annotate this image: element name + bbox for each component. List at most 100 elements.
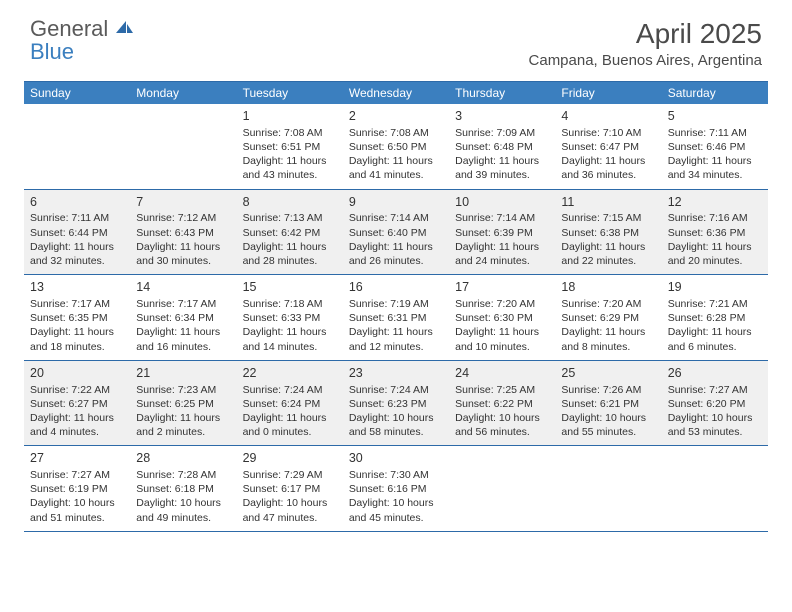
- daylight-line: Daylight: 11 hours and 10 minutes.: [455, 325, 549, 353]
- daylight-line: Daylight: 11 hours and 41 minutes.: [349, 154, 443, 182]
- day-cell: 11Sunrise: 7:15 AMSunset: 6:38 PMDayligh…: [555, 190, 661, 275]
- daylight-line: Daylight: 11 hours and 16 minutes.: [136, 325, 230, 353]
- sunrise-line: Sunrise: 7:29 AM: [243, 468, 337, 482]
- brand-part2: Blue: [30, 39, 74, 64]
- sunrise-line: Sunrise: 7:08 AM: [349, 126, 443, 140]
- daylight-line: Daylight: 11 hours and 14 minutes.: [243, 325, 337, 353]
- sunrise-line: Sunrise: 7:27 AM: [668, 383, 762, 397]
- daylight-line: Daylight: 10 hours and 51 minutes.: [30, 496, 124, 524]
- sunrise-line: Sunrise: 7:17 AM: [30, 297, 124, 311]
- sunset-line: Sunset: 6:42 PM: [243, 226, 337, 240]
- day-number: 17: [455, 279, 549, 296]
- day-cell: 13Sunrise: 7:17 AMSunset: 6:35 PMDayligh…: [24, 275, 130, 360]
- day-cell: 25Sunrise: 7:26 AMSunset: 6:21 PMDayligh…: [555, 361, 661, 446]
- sunrise-line: Sunrise: 7:14 AM: [349, 211, 443, 225]
- daylight-line: Daylight: 11 hours and 30 minutes.: [136, 240, 230, 268]
- sunset-line: Sunset: 6:46 PM: [668, 140, 762, 154]
- day-cell: 9Sunrise: 7:14 AMSunset: 6:40 PMDaylight…: [343, 190, 449, 275]
- sunset-line: Sunset: 6:23 PM: [349, 397, 443, 411]
- day-number: 2: [349, 108, 443, 125]
- daylight-line: Daylight: 11 hours and 12 minutes.: [349, 325, 443, 353]
- daylight-line: Daylight: 11 hours and 24 minutes.: [455, 240, 549, 268]
- calendar: SundayMondayTuesdayWednesdayThursdayFrid…: [24, 81, 768, 532]
- day-cell: 24Sunrise: 7:25 AMSunset: 6:22 PMDayligh…: [449, 361, 555, 446]
- day-cell: 17Sunrise: 7:20 AMSunset: 6:30 PMDayligh…: [449, 275, 555, 360]
- page-title: April 2025: [529, 18, 762, 50]
- week-row: 27Sunrise: 7:27 AMSunset: 6:19 PMDayligh…: [24, 446, 768, 532]
- daylight-line: Daylight: 11 hours and 2 minutes.: [136, 411, 230, 439]
- title-block: April 2025 Campana, Buenos Aires, Argent…: [529, 18, 762, 69]
- sunset-line: Sunset: 6:25 PM: [136, 397, 230, 411]
- sunrise-line: Sunrise: 7:21 AM: [668, 297, 762, 311]
- weekday-header: Thursday: [449, 82, 555, 104]
- daylight-line: Daylight: 11 hours and 39 minutes.: [455, 154, 549, 182]
- day-cell: 27Sunrise: 7:27 AMSunset: 6:19 PMDayligh…: [24, 446, 130, 531]
- day-number: 26: [668, 365, 762, 382]
- daylight-line: Daylight: 11 hours and 22 minutes.: [561, 240, 655, 268]
- sunrise-line: Sunrise: 7:22 AM: [30, 383, 124, 397]
- daylight-line: Daylight: 11 hours and 43 minutes.: [243, 154, 337, 182]
- day-cell: 7Sunrise: 7:12 AMSunset: 6:43 PMDaylight…: [130, 190, 236, 275]
- day-number: 5: [668, 108, 762, 125]
- day-cell: 26Sunrise: 7:27 AMSunset: 6:20 PMDayligh…: [662, 361, 768, 446]
- sunrise-line: Sunrise: 7:17 AM: [136, 297, 230, 311]
- day-cell-empty: [555, 446, 661, 531]
- sunrise-line: Sunrise: 7:10 AM: [561, 126, 655, 140]
- weekday-header: Monday: [130, 82, 236, 104]
- sunset-line: Sunset: 6:24 PM: [243, 397, 337, 411]
- day-number: 6: [30, 194, 124, 211]
- daylight-line: Daylight: 10 hours and 45 minutes.: [349, 496, 443, 524]
- weekday-header-row: SundayMondayTuesdayWednesdayThursdayFrid…: [24, 82, 768, 104]
- sunset-line: Sunset: 6:50 PM: [349, 140, 443, 154]
- weekday-header: Saturday: [662, 82, 768, 104]
- sunrise-line: Sunrise: 7:28 AM: [136, 468, 230, 482]
- day-number: 10: [455, 194, 549, 211]
- day-number: 27: [30, 450, 124, 467]
- daylight-line: Daylight: 11 hours and 28 minutes.: [243, 240, 337, 268]
- sunset-line: Sunset: 6:30 PM: [455, 311, 549, 325]
- week-row: 6Sunrise: 7:11 AMSunset: 6:44 PM Daylight…: [24, 190, 768, 276]
- sunrise-line: Sunrise: 7:14 AM: [455, 211, 549, 225]
- day-cell: 14Sunrise: 7:17 AMSunset: 6:34 PMDayligh…: [130, 275, 236, 360]
- sunset-line: Sunset: 6:21 PM: [561, 397, 655, 411]
- sunset-line: Sunset: 6:44 PM: [30, 226, 124, 240]
- daylight-line: Daylight: 10 hours and 49 minutes.: [136, 496, 230, 524]
- day-cell: 5Sunrise: 7:11 AMSunset: 6:46 PMDaylight…: [662, 104, 768, 189]
- week-row: 1Sunrise: 7:08 AMSunset: 6:51 PMDaylight…: [24, 104, 768, 190]
- daylight-line: Daylight: 10 hours and 47 minutes.: [243, 496, 337, 524]
- day-cell: 21Sunrise: 7:23 AMSunset: 6:25 PMDayligh…: [130, 361, 236, 446]
- daylight-line: Daylight: 11 hours and 0 minutes.: [243, 411, 337, 439]
- sunset-line: Sunset: 6:47 PM: [561, 140, 655, 154]
- sunrise-line: Sunrise: 7:27 AM: [30, 468, 124, 482]
- day-cell: 1Sunrise: 7:08 AMSunset: 6:51 PMDaylight…: [237, 104, 343, 189]
- sunset-line: Sunset: 6:51 PM: [243, 140, 337, 154]
- day-cell: 4Sunrise: 7:10 AMSunset: 6:47 PMDaylight…: [555, 104, 661, 189]
- day-cell-empty: [130, 104, 236, 189]
- daylight-line: Daylight: 11 hours and 18 minutes.: [30, 325, 124, 353]
- sunrise-line: Sunrise: 7:11 AM: [30, 211, 124, 225]
- weekday-header: Tuesday: [237, 82, 343, 104]
- sunrise-line: Sunrise: 7:13 AM: [243, 211, 337, 225]
- sunset-line: Sunset: 6:33 PM: [243, 311, 337, 325]
- day-cell-empty: [449, 446, 555, 531]
- day-cell-empty: [24, 104, 130, 189]
- sail-icon: [115, 20, 135, 34]
- weekday-header: Wednesday: [343, 82, 449, 104]
- day-cell-empty: [662, 446, 768, 531]
- sunrise-line: Sunrise: 7:08 AM: [243, 126, 337, 140]
- day-cell: 15Sunrise: 7:18 AMSunset: 6:33 PMDayligh…: [237, 275, 343, 360]
- day-cell: 22Sunrise: 7:24 AMSunset: 6:24 PMDayligh…: [237, 361, 343, 446]
- sunrise-line: Sunrise: 7:16 AM: [668, 211, 762, 225]
- daylight-line: Daylight: 11 hours and 20 minutes.: [668, 240, 762, 268]
- day-cell: 6Sunrise: 7:11 AMSunset: 6:44 PMDaylight…: [24, 190, 130, 275]
- daylight-line: Daylight: 10 hours and 58 minutes.: [349, 411, 443, 439]
- sunset-line: Sunset: 6:19 PM: [30, 482, 124, 496]
- day-cell: 10Sunrise: 7:14 AMSunset: 6:39 PMDayligh…: [449, 190, 555, 275]
- sunset-line: Sunset: 6:35 PM: [30, 311, 124, 325]
- sunrise-line: Sunrise: 7:25 AM: [455, 383, 549, 397]
- sunset-line: Sunset: 6:38 PM: [561, 226, 655, 240]
- day-cell: 3Sunrise: 7:09 AMSunset: 6:48 PMDaylight…: [449, 104, 555, 189]
- day-cell: 2Sunrise: 7:08 AMSunset: 6:50 PMDaylight…: [343, 104, 449, 189]
- daylight-line: Daylight: 11 hours and 6 minutes.: [668, 325, 762, 353]
- day-number: 18: [561, 279, 655, 296]
